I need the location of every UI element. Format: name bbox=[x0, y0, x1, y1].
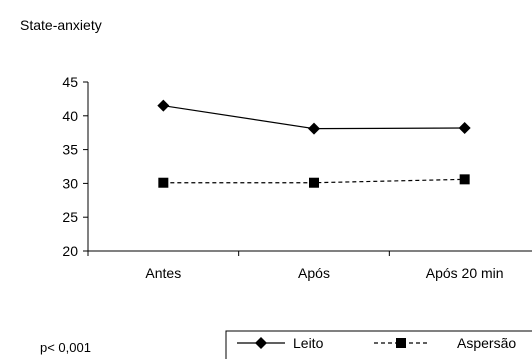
legend-marker-aspersao bbox=[396, 338, 406, 348]
data-point-aspersao bbox=[158, 177, 169, 188]
legend-marker-square bbox=[396, 338, 406, 348]
legend-marker-diamond bbox=[255, 337, 267, 349]
chart-title: State-anxiety bbox=[20, 17, 102, 33]
series-markers bbox=[157, 99, 471, 188]
data-point-leito bbox=[157, 99, 170, 112]
data-point-aspersao bbox=[309, 177, 319, 188]
y-tick-label: 40 bbox=[62, 108, 78, 124]
x-tick-label: Após 20 min bbox=[426, 265, 504, 281]
p-value-annotation: p< 0,001 bbox=[40, 340, 91, 355]
x-tick-label: Antes bbox=[145, 265, 181, 281]
data-point-aspersao bbox=[459, 174, 470, 185]
legend-label-leito: Leito bbox=[293, 335, 324, 351]
data-point-leito bbox=[458, 121, 471, 134]
legend-marker-leito bbox=[255, 337, 267, 349]
y-tick-label: 45 bbox=[62, 74, 78, 90]
data-point-leito bbox=[308, 122, 320, 135]
series-lines bbox=[163, 105, 465, 184]
y-tick-label: 30 bbox=[62, 175, 78, 191]
y-axis-ticks: 20 25 30 35 40 45 bbox=[62, 74, 88, 259]
y-tick-label: 20 bbox=[62, 243, 78, 259]
x-axis-ticks: Antes Após Após 20 min bbox=[87, 251, 504, 281]
y-tick-label: 35 bbox=[62, 142, 78, 158]
legend-label-aspersao: Aspersão bbox=[457, 335, 516, 351]
x-tick-label: Após bbox=[298, 265, 330, 281]
legend: Leito Aspersão bbox=[225, 330, 532, 364]
y-tick-label: 25 bbox=[62, 209, 78, 225]
axes bbox=[87, 82, 532, 252]
